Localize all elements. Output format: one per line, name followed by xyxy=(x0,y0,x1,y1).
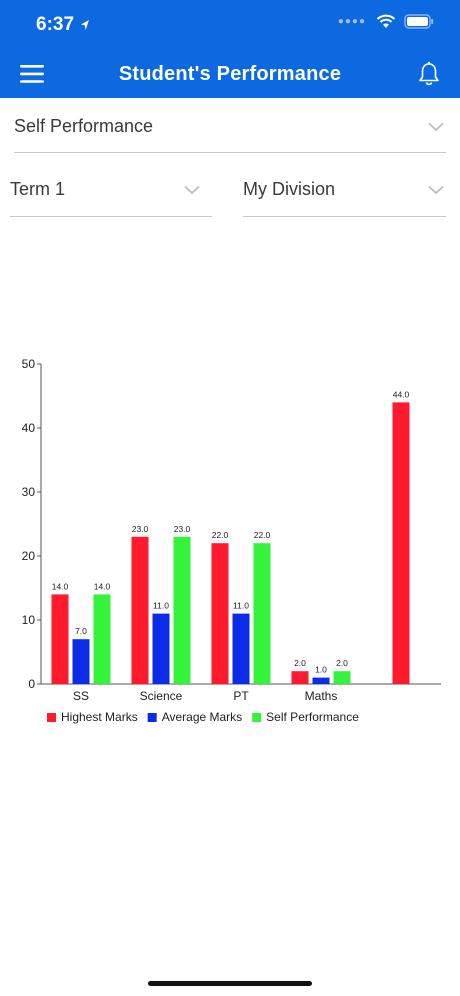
bar xyxy=(152,613,170,684)
bar xyxy=(291,671,309,684)
bell-icon[interactable] xyxy=(418,61,440,87)
data-label: 11.0 xyxy=(153,601,169,611)
signal-dots-icon: ●●●● xyxy=(337,16,366,27)
bar xyxy=(51,594,69,684)
data-label: 14.0 xyxy=(94,581,111,591)
division-value: My Division xyxy=(243,179,336,199)
location-arrow-icon xyxy=(81,20,89,30)
performance-chart: 0 10 20 30 40 50 14.0 7.0 14.0 SS 23.0 11.0 23.0 Scie… xyxy=(0,350,460,750)
bar xyxy=(253,543,271,684)
page-title: Student's Performance xyxy=(118,63,342,85)
status-bar: 6:37 ●●●● xyxy=(0,0,460,50)
status-time: 6:37 xyxy=(36,14,75,35)
data-label: 2.0 xyxy=(294,658,306,668)
data-label: 7.0 xyxy=(75,626,87,636)
data-label: 22.0 xyxy=(254,530,271,540)
y-tick-label: 0 xyxy=(28,677,35,691)
data-label: 23.0 xyxy=(132,524,149,534)
performance-type-dropdown[interactable]: Self Performance xyxy=(14,116,446,153)
data-label: 11.0 xyxy=(233,601,249,611)
data-label: 22.0 xyxy=(212,530,229,540)
bar xyxy=(333,671,351,684)
bar xyxy=(72,639,90,684)
legend-swatch xyxy=(47,713,56,722)
data-label: 2.0 xyxy=(336,658,348,668)
chevron-down-icon xyxy=(428,122,444,132)
bar-chart: 0 10 20 30 40 50 14.0 7.0 14.0 SS 23.0 11.0 23.0 Scie… xyxy=(22,357,441,724)
bar xyxy=(93,594,111,684)
legend-swatch xyxy=(252,713,262,722)
bar xyxy=(173,536,191,684)
home-indicator xyxy=(148,981,312,986)
battery-icon xyxy=(404,14,434,29)
app-bar: Student's Performance xyxy=(0,50,460,98)
data-label: 1.0 xyxy=(315,665,327,675)
bar xyxy=(392,402,410,684)
menu-icon[interactable] xyxy=(20,64,46,84)
performance-type-value: Self Performance xyxy=(14,116,154,136)
status-indicators: ●●●● xyxy=(338,14,434,29)
y-tick-label: 10 xyxy=(22,613,36,627)
data-label: 44.0 xyxy=(393,389,410,399)
legend-label: Highest Marks xyxy=(61,710,138,724)
legend-label: Self Performance xyxy=(266,710,359,724)
y-tick-label: 40 xyxy=(22,421,36,435)
data-label: 14.0 xyxy=(52,581,69,591)
chevron-down-icon xyxy=(184,185,200,195)
legend-label: Average Marks xyxy=(162,710,242,724)
bar xyxy=(131,536,149,684)
wifi-icon xyxy=(376,14,396,28)
term-dropdown[interactable]: Term 1 xyxy=(10,179,212,217)
x-tick-label: Maths xyxy=(305,689,338,703)
bar xyxy=(312,677,330,684)
y-tick-label: 50 xyxy=(22,357,36,371)
x-tick-label: PT xyxy=(233,689,249,703)
bar xyxy=(232,613,250,684)
y-tick-label: 30 xyxy=(22,485,36,499)
term-value: Term 1 xyxy=(10,179,66,199)
x-tick-label: Science xyxy=(140,689,183,703)
legend-swatch xyxy=(147,713,157,722)
y-tick-label: 20 xyxy=(22,549,36,563)
chevron-down-icon xyxy=(428,185,444,195)
bar xyxy=(211,543,229,684)
data-label: 23.0 xyxy=(174,524,191,534)
division-dropdown[interactable]: My Division xyxy=(243,179,446,217)
x-tick-label: SS xyxy=(73,689,89,703)
